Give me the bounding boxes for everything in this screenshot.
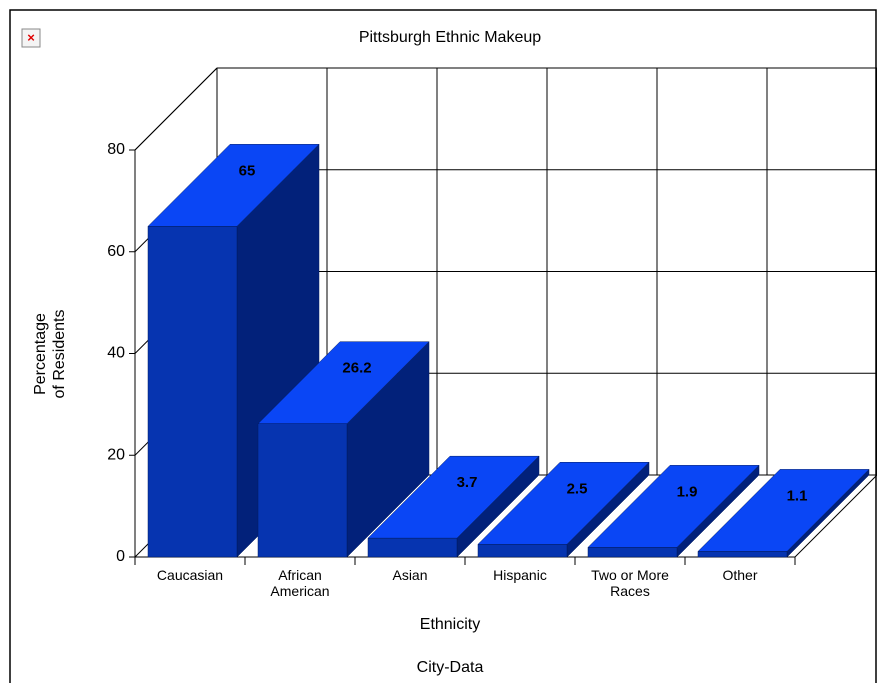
bar-front bbox=[697, 551, 788, 558]
bar bbox=[587, 464, 760, 558]
broken-image-x: × bbox=[27, 30, 35, 45]
broken-image-icon bbox=[21, 28, 41, 48]
x-tick-label: Asian bbox=[392, 567, 428, 583]
bar bbox=[697, 468, 870, 558]
value-label: 2.5 bbox=[567, 480, 588, 497]
y-tick-label: 20 bbox=[107, 446, 125, 463]
y-tick-label: 80 bbox=[107, 141, 125, 158]
x-tick-label: African American bbox=[270, 567, 330, 599]
bar-front bbox=[147, 226, 238, 558]
y-tick-label: 0 bbox=[116, 548, 125, 565]
value-label: 1.1 bbox=[787, 487, 808, 504]
bar-front bbox=[367, 537, 458, 558]
chart-title: Pittsburgh Ethnic Makeup bbox=[359, 29, 541, 46]
x-tick-label: Caucasian bbox=[156, 567, 224, 583]
bar bbox=[367, 455, 540, 558]
x-tick-label: Hispanic bbox=[493, 567, 547, 583]
x-tick-label: Two or More Races bbox=[591, 567, 669, 599]
frame bbox=[9, 9, 877, 683]
x-axis-title: Ethnicity bbox=[419, 616, 481, 633]
bar-front bbox=[477, 544, 568, 558]
side-grid-line bbox=[134, 67, 218, 151]
value-label: 65 bbox=[239, 162, 256, 179]
bar bbox=[257, 341, 430, 558]
floor-edge bbox=[794, 474, 877, 558]
x-tick-label: Other bbox=[722, 567, 758, 583]
y-tick-label: 40 bbox=[107, 345, 125, 362]
bar-front bbox=[257, 423, 348, 558]
bar-front bbox=[587, 547, 678, 558]
bar bbox=[477, 461, 650, 558]
value-label: 26.2 bbox=[342, 360, 371, 377]
source: City-Data bbox=[416, 659, 484, 676]
y-axis-title: Percentage of Residents bbox=[32, 309, 68, 399]
value-label: 3.7 bbox=[457, 474, 478, 491]
y-tick-label: 60 bbox=[107, 243, 125, 260]
value-label: 1.9 bbox=[677, 483, 698, 500]
